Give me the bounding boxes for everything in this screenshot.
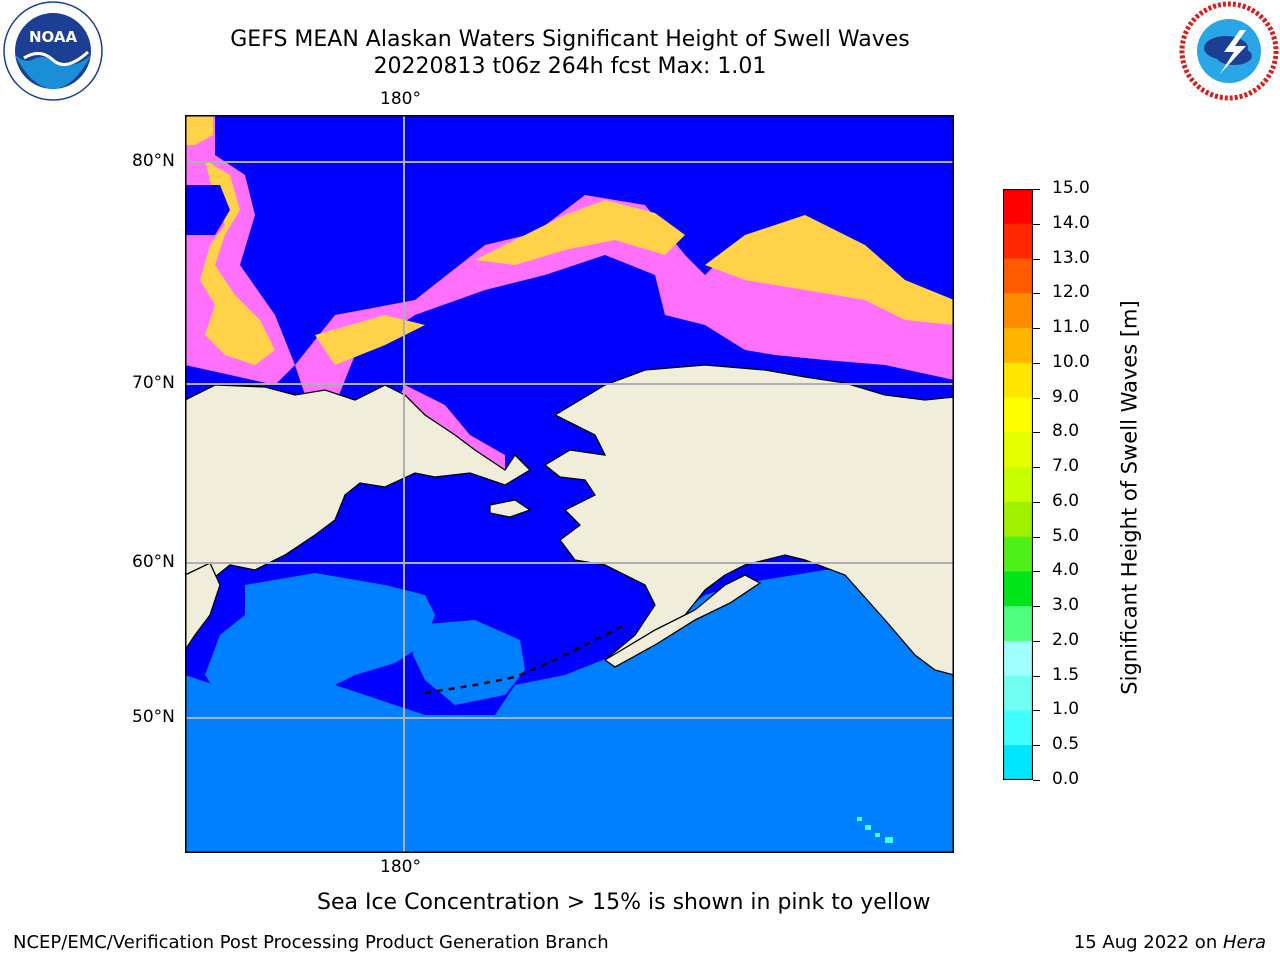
colorbar-band	[1003, 467, 1033, 503]
colorbar-tick-label: 1.0	[1052, 699, 1080, 720]
noaa-logo: NOAA	[3, 1, 103, 101]
colorbar-tick-label: 9.0	[1052, 386, 1080, 407]
colorbar-tick-label: 8.0	[1052, 421, 1080, 442]
hawaii-islands	[857, 817, 893, 843]
colorbar-tick-label: 14.0	[1052, 212, 1090, 233]
sea-ice-note: Sea Ice Concentration > 15% is shown in …	[317, 890, 931, 915]
colorbar-band	[1003, 328, 1033, 364]
colorbar-tick-label: 12.0	[1052, 282, 1090, 303]
map-title: GEFS MEAN Alaskan Waters Significant Hei…	[230, 27, 910, 52]
land-siberia	[185, 384, 532, 596]
ocean-mid-patch-center	[413, 620, 525, 705]
map-plot	[185, 115, 954, 853]
colorbar-tick-label: 7.0	[1052, 456, 1080, 477]
lat-label-70: 70°N	[132, 373, 175, 393]
colorbar-band	[1003, 397, 1033, 433]
colorbar-tick-mark	[1033, 189, 1040, 190]
colorbar-tick-mark	[1033, 745, 1040, 747]
colorbar-band	[1003, 675, 1033, 711]
colorbar-tick-mark	[1033, 640, 1040, 642]
colorbar-band	[1003, 710, 1033, 746]
colorbar-tick-mark	[1033, 780, 1040, 781]
land-alaska	[543, 364, 954, 676]
colorbar-tick-label: 11.0	[1052, 317, 1090, 338]
colorbar-band	[1003, 745, 1033, 780]
colorbar-tick-label: 3.0	[1052, 595, 1080, 616]
footer-date: 15 Aug 2022 on Hera	[1074, 932, 1266, 953]
colorbar-tick-label: 2.0	[1052, 629, 1080, 650]
lat-label-80: 80°N	[132, 151, 175, 171]
sea-ice-nw-yellow	[185, 115, 275, 365]
footer-producer: NCEP/EMC/Verification Post Processing Pr…	[13, 932, 609, 953]
land-alaska-peninsula	[603, 574, 762, 668]
colorbar-tick-label: 1.5	[1052, 664, 1080, 685]
colorbar-band	[1003, 258, 1033, 294]
map-border	[185, 115, 954, 853]
footer-machine: Hera	[1222, 932, 1266, 953]
colorbar-band	[1003, 189, 1033, 225]
colorbar-band	[1003, 223, 1033, 260]
colorbar-tick-label: 6.0	[1052, 490, 1080, 511]
colorbar-tick-label: 13.0	[1052, 247, 1090, 268]
colorbar-band	[1003, 536, 1033, 572]
colorbar-tick-mark	[1033, 223, 1040, 225]
lon-label-top: 180°	[380, 89, 421, 109]
sea-ice-nw-inner-blue	[185, 185, 230, 235]
colorbar-band	[1003, 640, 1033, 677]
colorbar-band	[1003, 606, 1033, 642]
footer-date-text: 15 Aug 2022 on	[1073, 932, 1223, 953]
map-subtitle: 20220813 t06z 264h fcst Max: 1.01	[373, 54, 767, 79]
colorbar-band	[1003, 501, 1033, 538]
noaa-logo-text: NOAA	[29, 28, 78, 46]
colorbar-tick-mark	[1033, 328, 1040, 330]
sea-ice-north-yellow	[315, 200, 954, 365]
colorbar-tick-label: 4.0	[1052, 560, 1080, 581]
colorbar-band	[1003, 362, 1033, 399]
colorbar-tick-label: 5.0	[1052, 525, 1080, 546]
land-st-lawrence-island	[489, 499, 532, 518]
colorbar-tick-mark	[1033, 571, 1040, 573]
colorbar-tick-mark	[1033, 467, 1040, 469]
colorbar-tick-label: 10.0	[1052, 351, 1090, 372]
colorbar	[1003, 189, 1033, 780]
colorbar-label: Significant Height of Swell Waves [m]	[1117, 300, 1142, 695]
colorbar-tick-mark	[1033, 397, 1040, 399]
colorbar-tick-mark	[1033, 258, 1040, 260]
colorbar-tick-mark	[1033, 710, 1040, 712]
aleutian-islands	[424, 623, 626, 695]
colorbar-band	[1003, 571, 1033, 607]
colorbar-tick-mark	[1033, 362, 1040, 364]
colorbar-tick-mark	[1033, 293, 1040, 295]
colorbar-tick-mark	[1033, 501, 1040, 503]
ocean-mid-gulf	[730, 575, 835, 660]
colorbar-tick-mark	[1033, 432, 1040, 434]
colorbar-tick-label: 0.0	[1052, 769, 1080, 789]
lat-label-60: 60°N	[132, 552, 175, 572]
sea-ice-siberia-fringe	[395, 385, 505, 470]
colorbar-band	[1003, 432, 1033, 468]
colorbar-tick-label: 15.0	[1052, 178, 1090, 198]
lon-label-bottom: 180°	[380, 857, 421, 877]
lat-label-50: 50°N	[132, 707, 175, 727]
colorbar-tick-mark	[1033, 675, 1040, 677]
colorbar-tick-mark	[1033, 606, 1040, 608]
colorbar-tick-mark	[1033, 536, 1040, 538]
gridlines	[185, 115, 954, 853]
nws-logo	[1179, 1, 1279, 101]
colorbar-band	[1003, 293, 1033, 329]
ocean-mid-south	[185, 715, 954, 853]
ocean-mid-patch-west	[205, 573, 435, 715]
colorbar-tick-label: 0.5	[1052, 734, 1080, 755]
